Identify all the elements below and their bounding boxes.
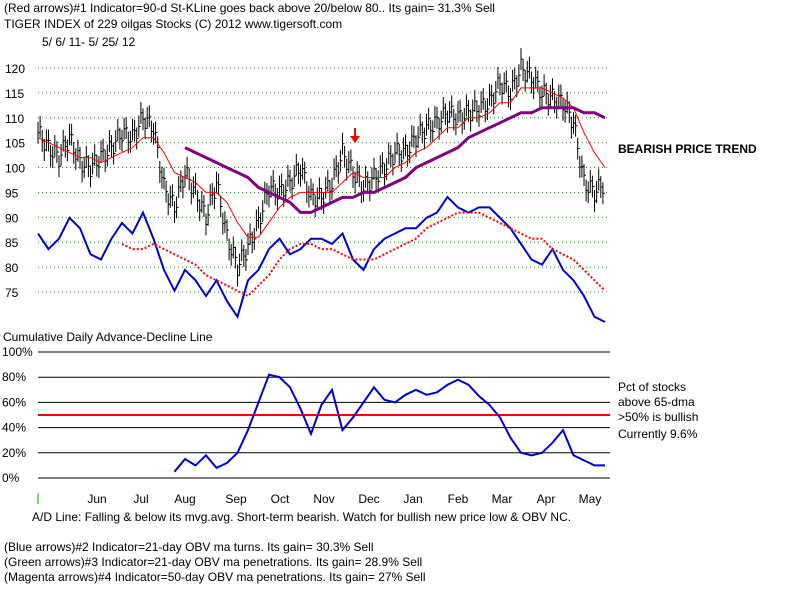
header-title-line1: (Red arrows)#1 Indicator=90-d St-KLine g… (4, 1, 495, 15)
ad-legend-text: >50% is bullish (618, 410, 698, 424)
price-y-tick: 120 (5, 62, 25, 76)
ad-month-tick: Jul (133, 492, 148, 506)
ad-month-tick: Jan (403, 492, 422, 506)
price-y-tick: 110 (5, 112, 24, 126)
ad-month-tick: Dec (358, 492, 379, 506)
price-y-tick: 85 (5, 236, 19, 250)
ad-legend-text: above 65-dma (618, 395, 695, 409)
ad-month-tick: Aug (174, 492, 195, 506)
price-y-tick: 75 (5, 286, 19, 300)
ad-y-tick: 40% (2, 421, 26, 435)
ad-month-tick: Jun (87, 492, 106, 506)
ad-y-tick: 20% (2, 446, 26, 460)
ad-y-tick: 100% (2, 345, 33, 359)
ad-month-tick: Nov (313, 492, 334, 506)
price-y-tick: 80 (5, 261, 19, 275)
ad-legend-text: Pct of stocks (618, 380, 686, 394)
header-title-line2: TIGER INDEX of 229 oilgas Stocks (C) 201… (4, 17, 343, 31)
ad-pct-line (173, 373, 605, 473)
obv-ma-line (121, 211, 606, 298)
header-date-range: 5/ 6/ 11- 5/ 25/ 12 (42, 35, 136, 49)
ad-panel-title: Cumulative Daily Advance-Decline Line (3, 330, 213, 344)
green-arrows-text: (Green arrows)#3 Indicator=21-day OBV ma… (4, 555, 423, 569)
price-panel: 75 80 85 90 95 100 105 110 115 120 BEARISH PRICE T… (5, 48, 757, 323)
ad-month-tick: Apr (537, 492, 556, 506)
ad-month-tick: Sep (225, 492, 247, 506)
price-y-tick: 115 (5, 87, 24, 101)
blue-arrows-text: (Blue arrows)#2 Indicator=21-day OBV ma … (4, 540, 374, 554)
ad-line-status: A/D Line: Falling & below its mvg.avg. S… (32, 510, 572, 524)
ad-y-tick: 60% (2, 395, 26, 409)
price-y-tick: 90 (5, 211, 19, 225)
ad-month-tick: May (579, 492, 602, 506)
price-y-tick: 95 (5, 186, 19, 200)
price-y-tick: 100 (5, 162, 25, 176)
ad-month-tick: Oct (271, 492, 290, 506)
magenta-arrows-text: (Magenta arrows)#4 Indicator=50-day OBV … (4, 570, 426, 584)
red-sell-arrow-icon (350, 128, 360, 143)
ad-legend-text: Currently 9.6% (618, 427, 698, 441)
price-y-tick: 105 (5, 137, 25, 151)
obv-line (37, 195, 606, 323)
ad-month-tick: Mar (492, 492, 513, 506)
price-65day-ma-line (184, 106, 606, 214)
bearish-annotation: BEARISH PRICE TREND (618, 142, 757, 156)
ad-y-tick: 0% (2, 471, 20, 485)
ad-panel: Cumulative Daily Advance-Decline Line 0% 2… (2, 330, 698, 506)
ad-month-tick: Feb (448, 492, 469, 506)
ad-y-tick: 80% (2, 370, 26, 384)
price-21day-ma-line (37, 87, 606, 238)
